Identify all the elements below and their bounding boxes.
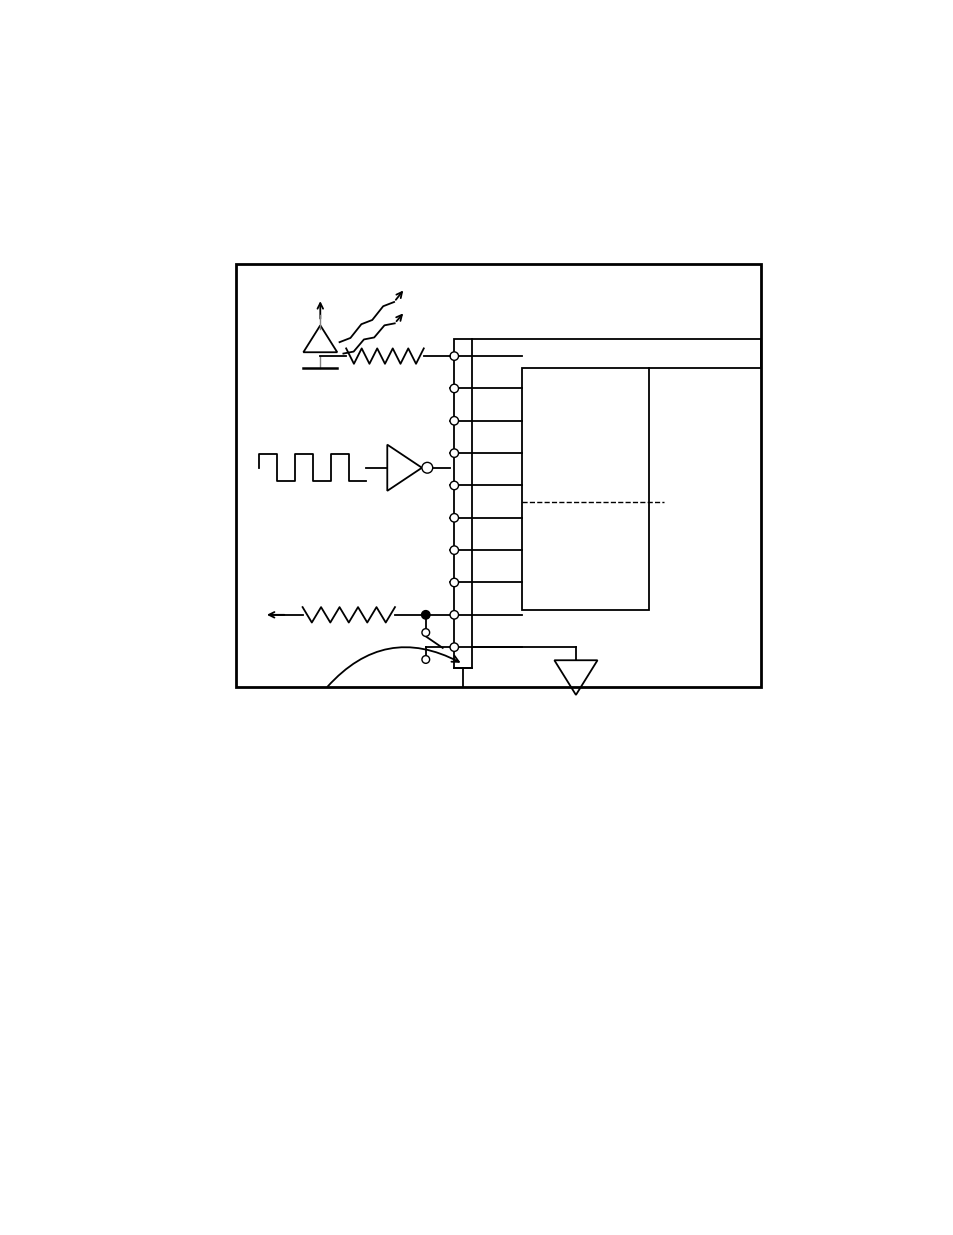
Circle shape: [450, 546, 458, 555]
Circle shape: [450, 448, 458, 457]
FancyArrowPatch shape: [327, 647, 458, 687]
Circle shape: [421, 462, 433, 473]
Circle shape: [450, 482, 458, 490]
Circle shape: [450, 578, 458, 587]
Circle shape: [450, 643, 458, 651]
Bar: [235, 264, 760, 687]
Bar: [454, 340, 472, 668]
Circle shape: [450, 384, 458, 393]
Circle shape: [450, 610, 458, 619]
Circle shape: [450, 514, 458, 522]
Circle shape: [421, 656, 429, 663]
Circle shape: [450, 352, 458, 361]
Circle shape: [450, 416, 458, 425]
Circle shape: [421, 629, 429, 636]
Circle shape: [421, 610, 430, 619]
Bar: [521, 368, 648, 610]
